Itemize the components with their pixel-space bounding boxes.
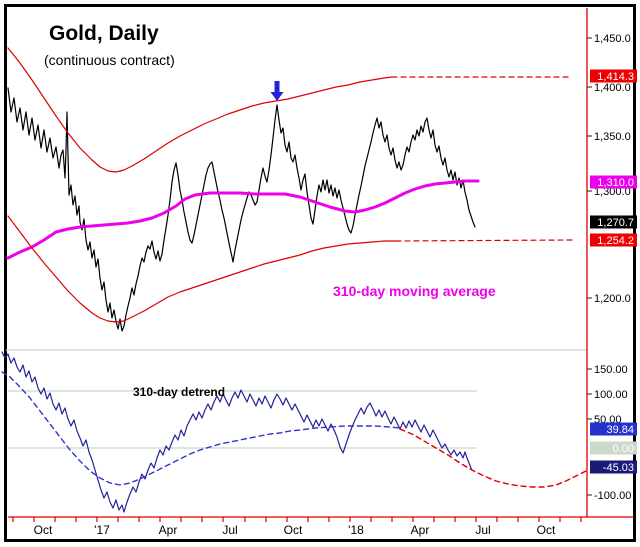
- upper-band-value-label: 1,414.3: [597, 71, 634, 83]
- price-ma-310-line: [6, 179, 480, 260]
- down-arrow-icon: [270, 81, 284, 101]
- chart-subtitle: (continuous contract): [44, 52, 175, 68]
- axis-tick-label: 100.00: [594, 389, 628, 401]
- axis-tick-label: 1,400.0: [594, 82, 631, 94]
- ma-annotation: 310-day moving average: [333, 283, 496, 299]
- chart-title: Gold, Daily: [49, 22, 159, 45]
- zero-reference-value-label: 0.00: [613, 443, 634, 455]
- axis-tick-label: 1,450.0: [594, 33, 631, 45]
- x-axis-label: Jul: [475, 523, 490, 537]
- axis-tick-label: 1,200.0: [594, 293, 631, 305]
- detrend-annotation: 310-day detrend: [133, 385, 226, 399]
- axis-tick-label: -100.00: [594, 490, 631, 502]
- x-axis-label: '17: [94, 523, 110, 537]
- detrend-smooth-value-label: 39.84: [606, 424, 634, 436]
- x-axis-label: Apr: [159, 523, 178, 537]
- last-price-value-label: 1,270.7: [597, 217, 634, 229]
- axis-tick-label: 1,350.0: [594, 131, 631, 143]
- chart-frame-border: [4, 4, 636, 542]
- axis-tick-label: 1,300.0: [594, 186, 631, 198]
- detrend-last-value-badge: [590, 460, 637, 474]
- price-price-line: [7, 87, 476, 332]
- price-lower-band-projection-line: [395, 239, 573, 242]
- last-price-value-badge: [590, 215, 637, 229]
- detrend-detrend-line: [1, 351, 473, 513]
- moving-average-value-badge: [590, 175, 637, 189]
- axis-tick-label: 150.00: [594, 364, 628, 376]
- x-axis-label: Oct: [537, 523, 556, 537]
- x-axis-label: Oct: [284, 523, 303, 537]
- detrend-smooth-value-badge: [590, 422, 637, 436]
- x-axis-label: Oct: [34, 523, 53, 537]
- lower-band-value-label: 1,254.2: [597, 235, 634, 247]
- price-upper-band-line: [7, 47, 393, 173]
- x-axis-label: '18: [348, 523, 364, 537]
- detrend-smooth-projection-line: [399, 428, 589, 488]
- upper-band-value-badge: [590, 69, 637, 83]
- lower-band-value-badge: [590, 233, 637, 247]
- zero-reference-value-badge: [590, 441, 637, 455]
- price-lower-band-line: [7, 215, 397, 323]
- moving-average-value-label: 1,310.0: [597, 177, 634, 189]
- detrend-last-value-label: -45.03: [603, 462, 634, 474]
- x-axis-label: Apr: [411, 523, 430, 537]
- x-axis-label: Jul: [222, 523, 237, 537]
- detrend-detrend-smooth-line: [1, 371, 401, 486]
